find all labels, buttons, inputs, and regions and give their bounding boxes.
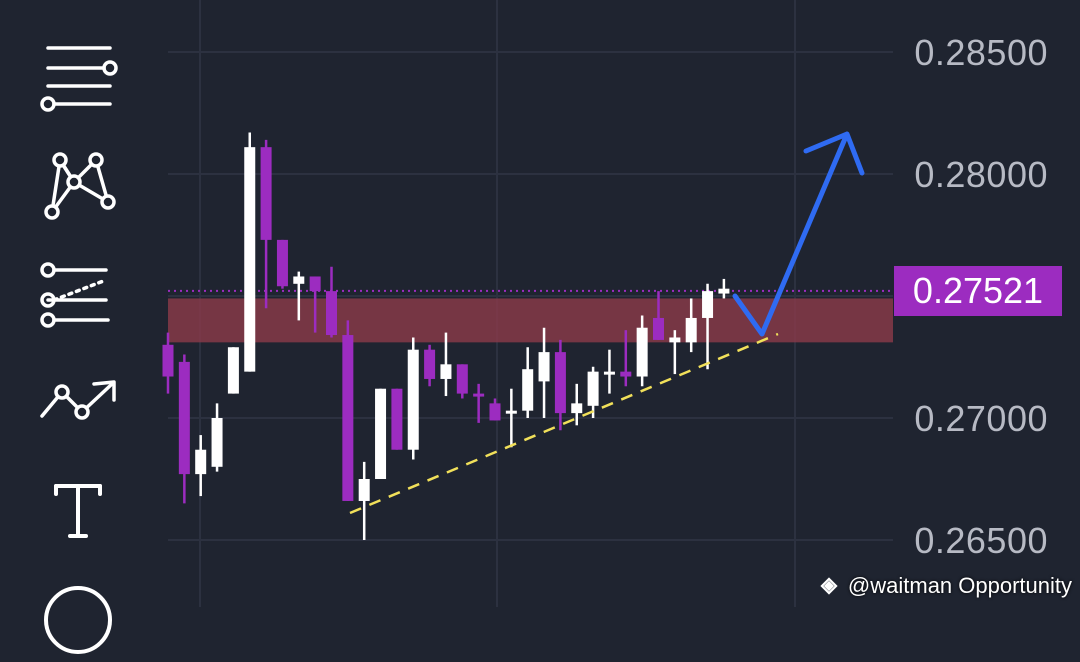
candle-body	[440, 364, 452, 379]
candle-body	[195, 449, 207, 475]
candle-body	[587, 371, 599, 406]
trend-path-tool[interactable]	[36, 360, 120, 444]
circle-tool[interactable]	[36, 578, 120, 662]
candle-body	[718, 288, 730, 294]
diamond-logo-icon	[820, 577, 838, 595]
ascending-trendline	[349, 332, 779, 515]
candle-body	[276, 239, 288, 287]
candle-body	[554, 352, 566, 414]
candle-body	[685, 317, 697, 343]
horizontal-lines-tool-icon	[40, 46, 118, 112]
fib-tool[interactable]	[36, 256, 120, 340]
candle-body	[538, 352, 550, 382]
candle-body	[489, 403, 501, 421]
candle-body	[375, 388, 387, 479]
candle-body	[603, 371, 615, 375]
price-label-0-27000: 0.27000	[914, 398, 1048, 439]
trend-path-tool-icon	[40, 380, 116, 420]
candle-body	[162, 344, 174, 377]
candle-body	[342, 335, 354, 501]
price-label-0-26500: 0.26500	[914, 520, 1048, 561]
candle-body	[473, 393, 485, 397]
price-label-0-28500: 0.28500	[914, 32, 1048, 73]
watermark: @waitman Opportunity	[816, 573, 1072, 599]
candle-body	[653, 317, 664, 340]
circle-tool-icon	[44, 586, 112, 654]
current-price-label: 0.27521	[894, 266, 1062, 316]
candle-body	[571, 403, 583, 414]
candle-body	[620, 371, 632, 377]
projection-arrow	[732, 131, 865, 337]
candle-body	[309, 276, 321, 292]
fib-tool-icon	[40, 262, 110, 328]
candle-body	[178, 361, 190, 475]
drawing-toolbar	[0, 0, 160, 654]
candle-body	[424, 349, 436, 379]
candle-body	[636, 327, 648, 377]
candle-body	[293, 276, 305, 284]
watermark-text: @waitman Opportunity	[847, 573, 1072, 598]
support-zone	[168, 298, 893, 343]
horizontal-lines-tool[interactable]	[36, 34, 120, 118]
price-chart[interactable]	[0, 0, 1080, 607]
candle-body	[244, 147, 256, 372]
candle-body	[669, 337, 681, 343]
price-label-0-28000: 0.28000	[914, 154, 1048, 195]
candle-body	[211, 418, 223, 467]
candle-body	[505, 410, 517, 414]
candle-body	[407, 349, 419, 450]
pattern-tool[interactable]	[36, 146, 120, 230]
pattern-tool-icon	[44, 152, 116, 220]
candle-body	[702, 291, 714, 318]
candle-body	[358, 479, 370, 501]
candle-body	[227, 347, 239, 394]
text-tool[interactable]	[36, 470, 120, 554]
candle-body	[522, 369, 534, 411]
candle-body	[456, 364, 468, 394]
candles	[162, 132, 730, 540]
text-tool-icon	[54, 484, 102, 538]
candle-body	[326, 291, 337, 336]
candle-body	[260, 147, 272, 240]
candle-body	[391, 388, 403, 450]
